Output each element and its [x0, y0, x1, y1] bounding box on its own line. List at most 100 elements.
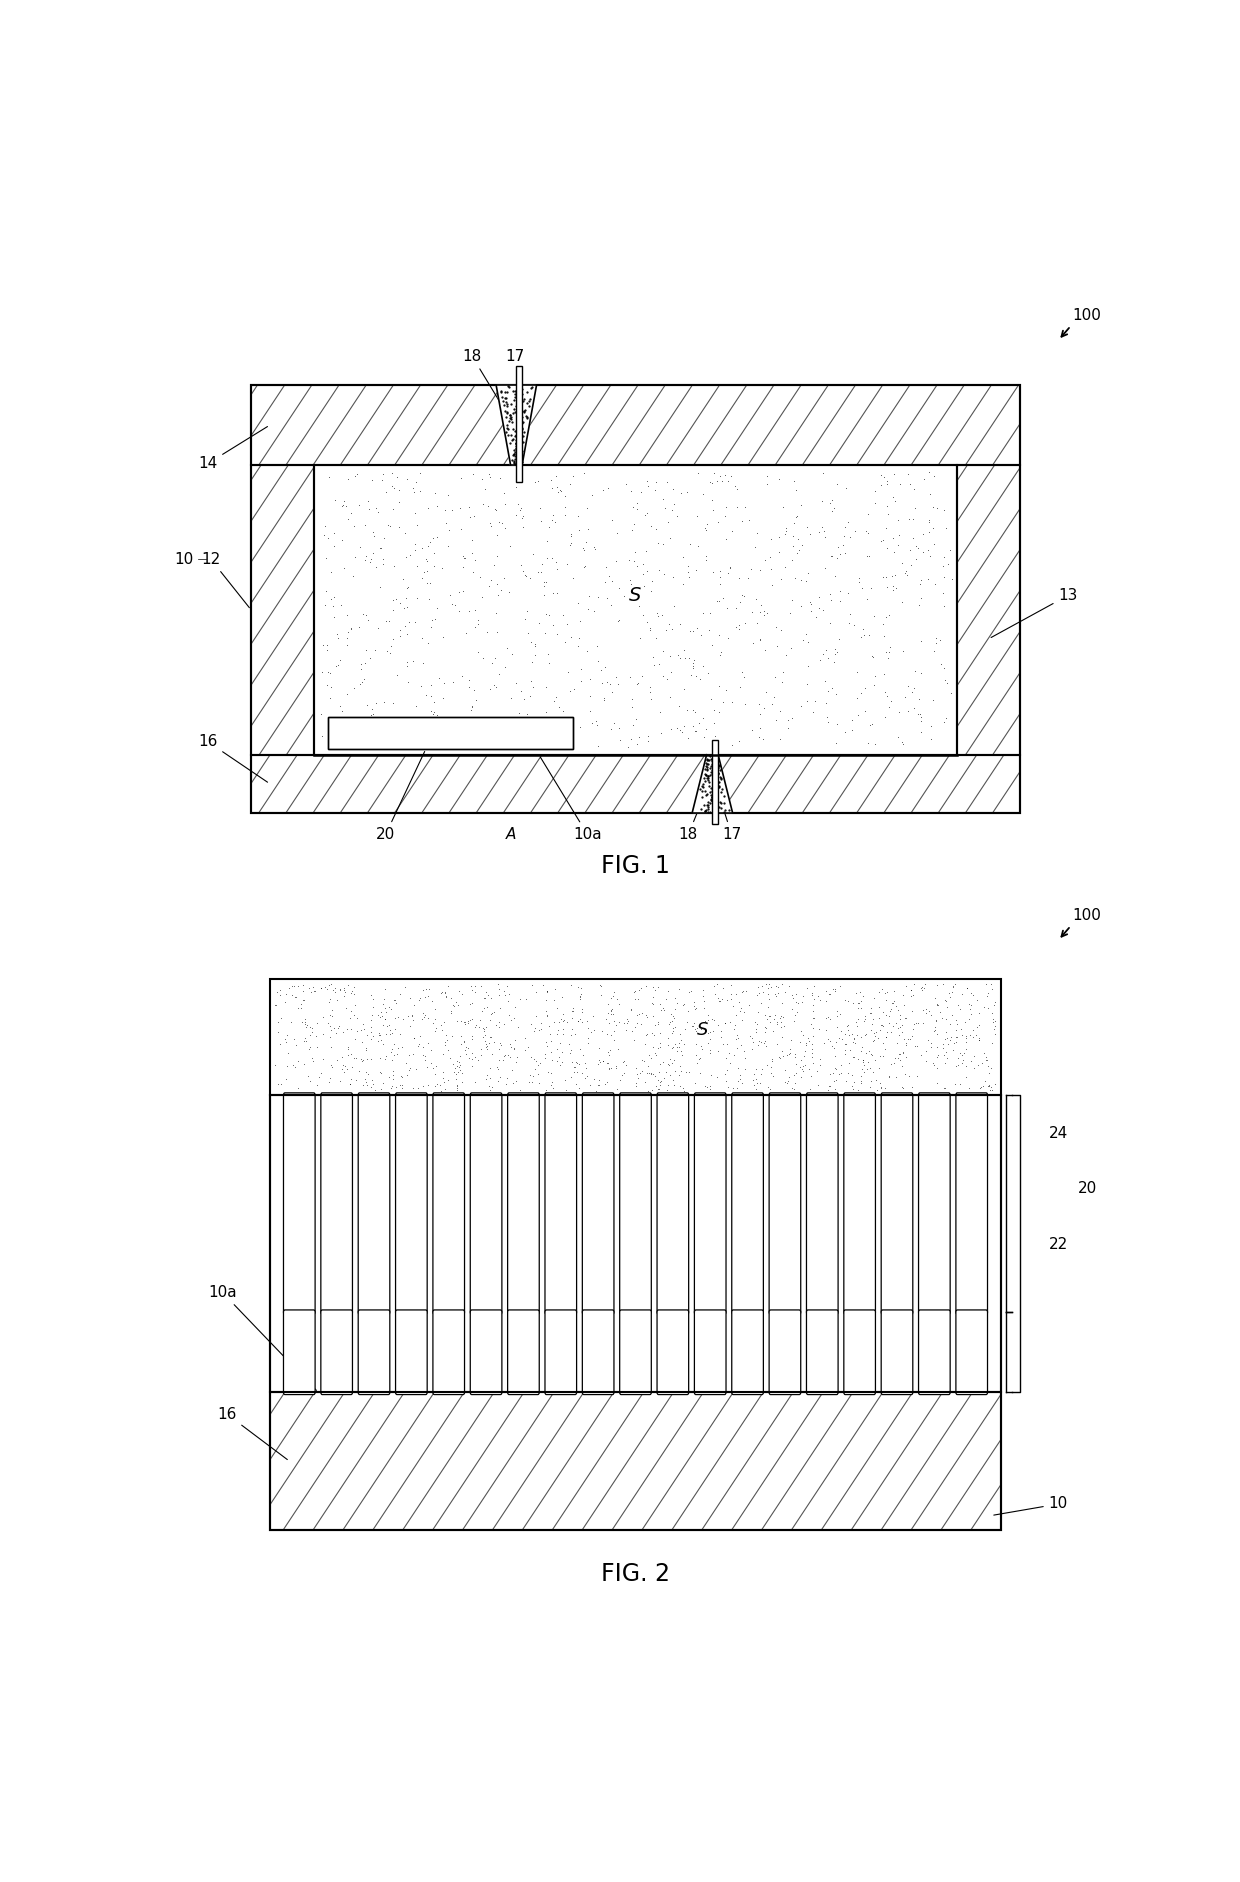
Point [374, 1005, 394, 1035]
Point [433, 1063, 453, 1093]
Point [630, 623, 650, 653]
Point [862, 710, 882, 740]
Point [366, 493, 386, 523]
Point [491, 576, 511, 606]
Point [935, 986, 955, 1016]
Point [600, 589, 620, 619]
Point [578, 1028, 598, 1058]
Point [463, 693, 482, 723]
Point [361, 544, 381, 574]
Point [625, 977, 645, 1007]
Point [686, 661, 706, 691]
Point [600, 999, 620, 1029]
Point [565, 1018, 585, 1048]
Point [332, 1054, 352, 1084]
Point [557, 1007, 577, 1037]
Point [877, 977, 897, 1007]
Point [903, 1014, 923, 1045]
Point [640, 678, 660, 708]
Point [802, 1033, 822, 1063]
Point [356, 634, 376, 664]
Point [755, 1026, 775, 1056]
Point [463, 459, 482, 489]
Point [325, 730, 345, 760]
Point [481, 461, 501, 491]
Point [701, 467, 720, 497]
Point [711, 986, 730, 1016]
Point [759, 984, 779, 1014]
Point [678, 563, 698, 593]
Point [693, 981, 713, 1011]
Point [489, 1013, 508, 1043]
Point [347, 1016, 367, 1046]
Point [702, 469, 722, 499]
Point [397, 593, 417, 623]
Point [533, 971, 553, 1001]
Point [970, 1022, 990, 1052]
Point [337, 630, 357, 661]
Point [432, 977, 451, 1007]
Point [821, 585, 841, 615]
FancyBboxPatch shape [956, 1093, 987, 1314]
Point [980, 1069, 999, 1099]
Point [712, 1022, 732, 1052]
Point [652, 484, 672, 514]
Point [472, 463, 492, 493]
Text: S: S [630, 585, 641, 604]
Point [386, 583, 405, 614]
Point [629, 1063, 649, 1093]
Point [956, 1024, 976, 1054]
Point [729, 988, 749, 1018]
Point [568, 1007, 588, 1037]
Point [360, 493, 379, 523]
Point [334, 973, 353, 1003]
Point [797, 627, 817, 657]
Point [618, 1009, 637, 1039]
Point [404, 608, 424, 638]
Point [655, 493, 675, 523]
Point [708, 508, 728, 538]
Text: 18: 18 [678, 787, 708, 841]
Point [848, 1005, 868, 1035]
Point [443, 1048, 463, 1078]
Point [598, 666, 618, 696]
Point [937, 992, 957, 1022]
Point [649, 1075, 668, 1105]
Polygon shape [692, 755, 733, 813]
Point [456, 1039, 476, 1069]
Point [579, 582, 599, 612]
Point [780, 1039, 800, 1069]
Point [368, 999, 388, 1029]
Point [609, 990, 629, 1020]
Point [487, 519, 507, 550]
Point [879, 600, 899, 630]
Point [936, 986, 956, 1016]
Point [775, 1067, 795, 1097]
Point [343, 979, 363, 1009]
Point [568, 630, 588, 661]
Point [937, 1043, 957, 1073]
Point [472, 715, 492, 745]
Point [687, 1048, 707, 1078]
Point [894, 1039, 914, 1069]
FancyBboxPatch shape [544, 1093, 577, 1314]
Point [653, 992, 673, 1022]
Point [268, 977, 288, 1007]
Point [382, 1018, 402, 1048]
Point [960, 994, 980, 1024]
Point [963, 1014, 983, 1045]
Point [589, 1071, 609, 1101]
Point [825, 975, 844, 1005]
Point [921, 723, 941, 753]
Point [341, 614, 361, 644]
Point [415, 982, 435, 1013]
Point [424, 523, 444, 553]
Point [562, 1003, 582, 1033]
Point [962, 1022, 982, 1052]
Point [949, 1050, 968, 1080]
Point [715, 1009, 735, 1039]
Point [678, 557, 698, 587]
Point [572, 666, 591, 696]
Point [510, 1075, 529, 1105]
Point [914, 1007, 934, 1037]
